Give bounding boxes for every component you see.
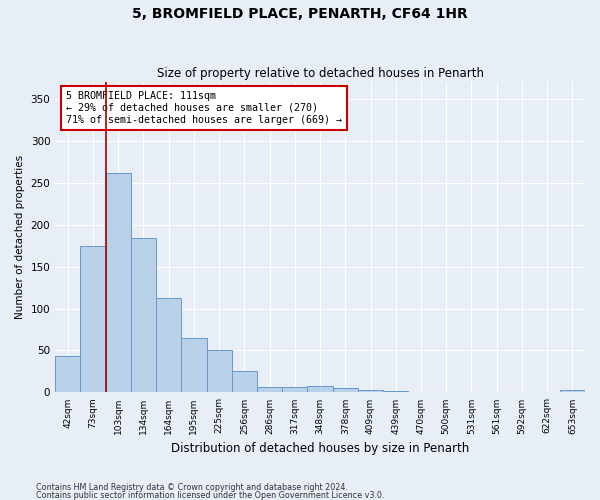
Bar — [106, 172, 131, 392]
Text: Contains public sector information licensed under the Open Government Licence v3: Contains public sector information licen… — [36, 490, 385, 500]
Text: 5, BROMFIELD PLACE, PENARTH, CF64 1HR: 5, BROMFIELD PLACE, PENARTH, CF64 1HR — [132, 8, 468, 22]
Bar — [206, 350, 232, 393]
Text: Contains HM Land Registry data © Crown copyright and database right 2024.: Contains HM Land Registry data © Crown c… — [36, 484, 348, 492]
Bar — [307, 386, 332, 392]
Title: Size of property relative to detached houses in Penarth: Size of property relative to detached ho… — [157, 66, 484, 80]
Bar — [156, 298, 181, 392]
Bar — [181, 338, 206, 392]
Bar — [80, 246, 106, 392]
Bar — [55, 356, 80, 393]
Bar — [358, 390, 383, 392]
Bar — [560, 390, 585, 392]
Bar — [232, 372, 257, 392]
Text: 5 BROMFIELD PLACE: 111sqm
← 29% of detached houses are smaller (270)
71% of semi: 5 BROMFIELD PLACE: 111sqm ← 29% of detac… — [66, 92, 342, 124]
Bar — [383, 391, 409, 392]
Bar — [282, 388, 307, 392]
Bar — [257, 386, 282, 392]
Bar — [131, 238, 156, 392]
X-axis label: Distribution of detached houses by size in Penarth: Distribution of detached houses by size … — [171, 442, 469, 455]
Y-axis label: Number of detached properties: Number of detached properties — [15, 155, 25, 320]
Bar — [332, 388, 358, 392]
